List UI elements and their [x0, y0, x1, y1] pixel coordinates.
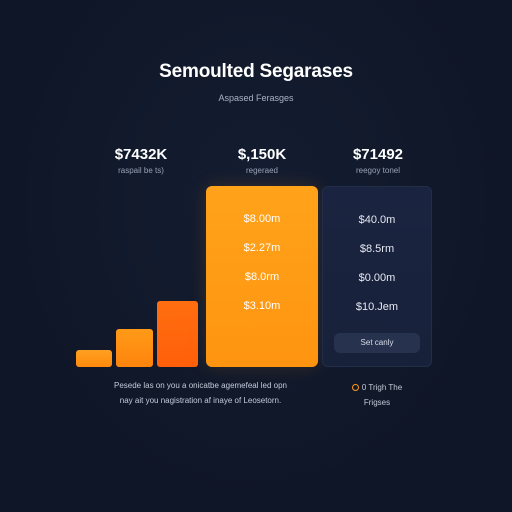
page-subtitle: Aspased Ferasges: [218, 93, 294, 103]
footnote-line-2: nay ait you nagistration af inaye of Leo…: [119, 396, 282, 405]
plan-caption-basic: raspail be ts): [118, 166, 164, 175]
legend-dot-icon: [351, 384, 359, 392]
feature-value: $3.10m: [243, 300, 281, 312]
legend-row: 0 Trigh The: [347, 380, 407, 395]
plan-card-standard[interactable]: $8.00m $2.27m $8.0rm $3.10m: [206, 186, 318, 367]
feature-value: $8.5rm: [359, 243, 395, 255]
plan-price-premium: $71492: [352, 146, 404, 163]
plan-price-standard: $,150K: [237, 146, 287, 163]
feature-value: $10.Jem: [355, 301, 399, 313]
legend-label-1: 0 Trigh The: [361, 383, 403, 392]
footnote-line-1: Pesede las on you a onicatbe agemefeal l…: [113, 381, 287, 390]
plan-price-basic: $7432K: [114, 146, 168, 163]
plan-caption-premium: reegoy tonel: [355, 166, 401, 175]
feature-value: $0.00m: [358, 272, 396, 284]
plan-caption-standard: regeraed: [245, 166, 279, 175]
feature-value: $8.0rm: [244, 271, 280, 283]
growth-bar-medium: [116, 329, 153, 367]
feature-value: $40.0m: [358, 214, 396, 226]
feature-value: $8.00m: [243, 213, 281, 225]
growth-bar-small: [76, 350, 112, 367]
plan-card-premium[interactable]: $40.0m $8.5rm $0.00m $10.Jem Set canly: [322, 186, 432, 367]
feature-value: $2.27m: [243, 242, 281, 254]
select-plan-button[interactable]: Set canly: [334, 333, 420, 353]
legend: 0 Trigh The Frigses: [347, 380, 407, 410]
growth-bar-large: [157, 301, 198, 367]
page-title: Semoulted Segarases: [159, 61, 353, 82]
legend-label-2: Frigses: [363, 398, 391, 407]
